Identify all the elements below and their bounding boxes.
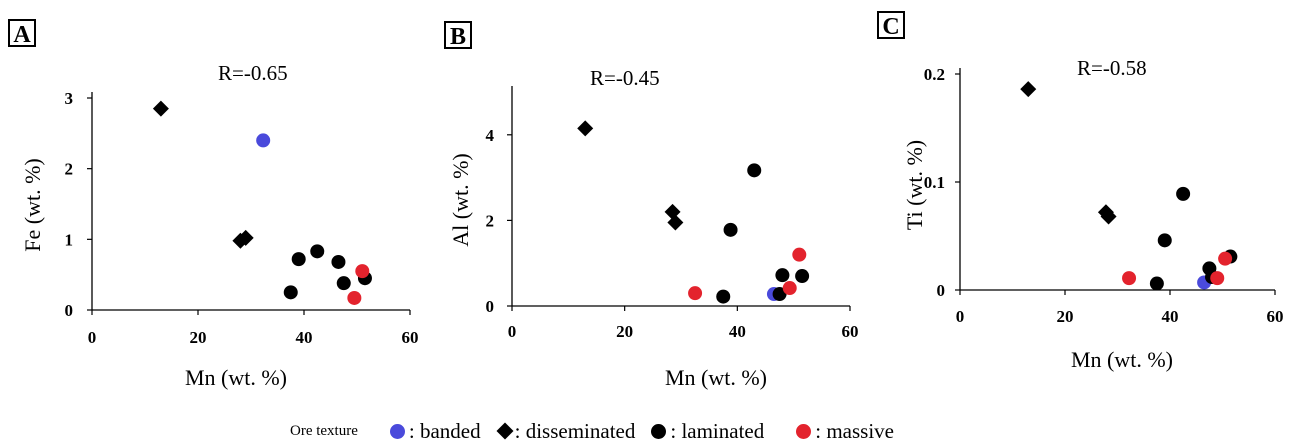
- point-laminated: [336, 276, 351, 291]
- x-tick-label: 60: [402, 328, 419, 347]
- correlation-annotation: R=-0.58: [1077, 56, 1147, 80]
- y-axis-label: Al (wt. %): [448, 153, 473, 246]
- point-laminated: [310, 244, 325, 259]
- x-tick-label: 20: [616, 322, 633, 341]
- point-laminated: [331, 254, 346, 269]
- massive-marker-icon: [796, 423, 812, 439]
- y-axis-label: Ti (wt. %): [902, 140, 927, 230]
- panel-c: C 0 20 40 60 0 0.1 0.2 Mn (wt. %) Ti (wt. %) R=-0.…: [877, 11, 1284, 372]
- legend: Ore texture : banded : disseminated : la…: [290, 418, 910, 444]
- point-laminated: [1157, 233, 1172, 248]
- x-tick-label: 20: [1057, 307, 1074, 326]
- panel-label: B: [450, 24, 466, 50]
- point-laminated: [283, 285, 298, 300]
- y-tick-label: 0: [937, 281, 946, 300]
- panel-b: B 0 20 40 60 0 2 4 Mn (wt. %) Al (wt. %) R=-0.45: [444, 21, 859, 390]
- point-massive: [1210, 271, 1225, 286]
- x-tick-label: 40: [1162, 307, 1179, 326]
- correlation-annotation: R=-0.65: [218, 61, 288, 85]
- legend-item-laminated: : laminated: [651, 419, 764, 444]
- legend-label-laminated: : laminated: [670, 418, 765, 443]
- point-massive: [782, 281, 797, 296]
- point-laminated: [291, 252, 306, 267]
- x-tick-label: 40: [729, 322, 746, 341]
- y-tick-label: 3: [65, 89, 74, 108]
- point-laminated: [1176, 186, 1191, 201]
- point-laminated: [716, 289, 731, 304]
- point-laminated: [1149, 276, 1164, 291]
- point-laminated: [772, 287, 787, 302]
- x-tick-label: 40: [296, 328, 313, 347]
- legend-item-banded: : banded: [389, 418, 481, 444]
- x-axis-label: Mn (wt. %): [1071, 347, 1173, 372]
- point-disseminated: [1100, 208, 1117, 225]
- legend-title: Ore texture: [290, 422, 358, 439]
- point-laminated: [723, 222, 738, 237]
- point-massive: [1218, 251, 1233, 266]
- panel-badge-box: [877, 11, 905, 39]
- x-tick-label: 60: [842, 322, 859, 341]
- x-tick-label: 0: [508, 322, 517, 341]
- point-disseminated: [237, 229, 254, 246]
- point-laminated: [747, 163, 762, 178]
- x-tick-label: 20: [190, 328, 207, 347]
- disseminated-marker-icon: [496, 422, 514, 440]
- x-tick-label: 0: [88, 328, 97, 347]
- point-massive: [688, 286, 703, 301]
- y-tick-label: 4: [486, 126, 495, 145]
- point-banded: [256, 133, 271, 148]
- correlation-annotation: R=-0.45: [590, 66, 660, 90]
- y-tick-label: 1: [65, 230, 74, 249]
- panel-badge-box: [444, 21, 472, 49]
- banded-marker-icon: [389, 423, 405, 439]
- legend-label-banded: : banded: [408, 418, 481, 443]
- x-axis-label: Mn (wt. %): [665, 365, 767, 390]
- panel-badge-box: [8, 19, 36, 47]
- x-axis-label: Mn (wt. %): [185, 365, 287, 390]
- y-tick-label: 2: [486, 211, 495, 230]
- x-tick-label: 0: [956, 307, 965, 326]
- legend-item-massive: : massive: [796, 419, 894, 444]
- legend-item-disseminated: : disseminated: [496, 418, 636, 444]
- point-laminated: [795, 269, 810, 284]
- y-tick-label: 0: [65, 301, 74, 320]
- point-massive: [355, 264, 370, 279]
- laminated-marker-icon: [651, 423, 667, 439]
- y-tick-label: 0: [486, 297, 495, 316]
- panel-label: A: [13, 22, 31, 48]
- x-tick-label: 60: [1267, 307, 1284, 326]
- point-massive: [347, 290, 362, 305]
- point-disseminated: [667, 214, 684, 231]
- legend-label-massive: : massive: [815, 418, 894, 443]
- y-tick-label: 0.1: [924, 173, 945, 192]
- legend-label-disseminated: : disseminated: [514, 418, 636, 443]
- point-laminated: [775, 268, 790, 283]
- point-massive: [1122, 271, 1137, 286]
- y-tick-label: 2: [65, 160, 74, 179]
- panel-a: A 0 20 40 60 0 1 2 3 Mn (wt. %) Fe (wt. %) R=-0.65: [8, 19, 419, 390]
- point-disseminated: [577, 120, 594, 137]
- panel-label: C: [882, 14, 899, 40]
- point-disseminated: [1020, 81, 1037, 98]
- point-disseminated: [152, 100, 169, 117]
- y-tick-label: 0.2: [924, 65, 945, 84]
- y-axis-label: Fe (wt. %): [20, 158, 45, 251]
- point-massive: [792, 247, 807, 262]
